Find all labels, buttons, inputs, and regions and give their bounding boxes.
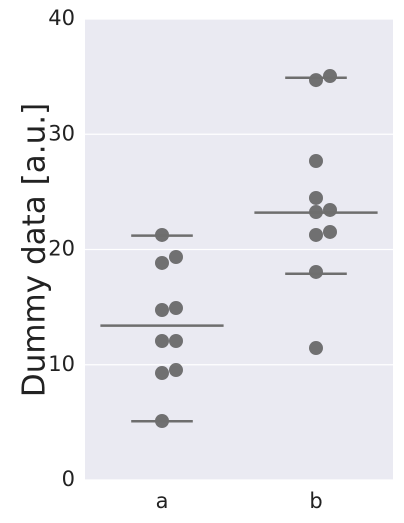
y-axis-label: Dummy data [a.u.] (17, 103, 53, 397)
data-point (323, 69, 337, 84)
y-tick-label: 20 (48, 237, 75, 261)
data-point (309, 73, 323, 88)
data-point (169, 249, 183, 264)
y-tick-label: 30 (48, 121, 75, 145)
data-point (323, 224, 337, 239)
data-point (309, 153, 323, 168)
x-tick-label: b (309, 489, 322, 513)
data-point (169, 334, 183, 349)
y-tick-label: 0 (62, 467, 75, 491)
data-point (155, 366, 169, 381)
data-point (155, 255, 169, 270)
data-point (169, 301, 183, 316)
data-point (155, 334, 169, 349)
data-point (323, 202, 337, 217)
data-point (309, 264, 323, 279)
x-tick-label: a (156, 489, 169, 513)
y-tick-label: 10 (48, 352, 75, 376)
data-point (309, 341, 323, 356)
data-point (169, 363, 183, 378)
data-point (309, 190, 323, 205)
y-tick-label: 40 (48, 6, 75, 30)
data-point (155, 303, 169, 318)
data-point (309, 227, 323, 242)
